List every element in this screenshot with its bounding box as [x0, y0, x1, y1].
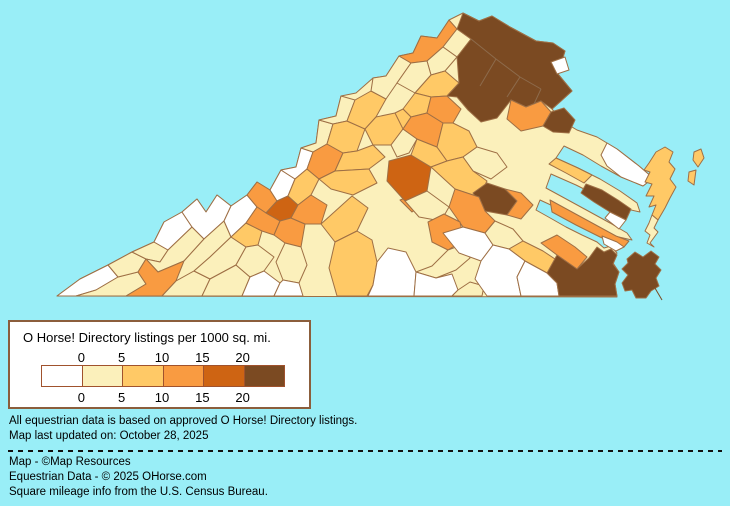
legend-tick-label: 5 — [118, 390, 126, 405]
note-last-updated: Map last updated on: October 28, 2025 — [9, 430, 209, 442]
legend-title: O Horse! Directory listings per 1000 sq.… — [23, 330, 271, 345]
county-nova-cluster — [446, 12, 573, 123]
county-henry-south — [273, 279, 304, 297]
coastline-detail — [651, 282, 663, 301]
county-page — [396, 60, 432, 94]
legend-box: O Horse! Directory listings per 1000 sq.… — [8, 320, 311, 409]
legend-tick-label: 10 — [154, 390, 170, 405]
legend-tick-label: 20 — [235, 350, 250, 365]
county-brunswick — [451, 281, 485, 297]
legend-swatch-2 — [122, 366, 163, 386]
credit-map: Map - ©Map Resources — [9, 456, 131, 468]
credit-square-mileage: Square mileage info from the U.S. Census… — [9, 486, 268, 498]
county-bedford — [290, 194, 328, 225]
credit-equestrian-data: Equestrian Data - © 2025 OHorse.com — [9, 471, 207, 483]
county-barrier-island-1 — [692, 148, 705, 168]
county-gloucester-shore — [604, 211, 627, 230]
county-newport-news — [549, 199, 630, 248]
legend-tick-label: 0 — [77, 350, 85, 365]
legend-swatch-4 — [203, 366, 244, 386]
legend-tick-label: 5 — [118, 350, 126, 365]
county-hampton — [601, 235, 625, 252]
county-barrier-island-2 — [687, 169, 697, 186]
legend-tick-label: 20 — [235, 390, 250, 405]
county-king-george — [542, 107, 576, 134]
legend-swatch-1 — [81, 366, 122, 386]
legend-color-ramp — [41, 365, 285, 387]
legend-tick-label: 15 — [195, 350, 210, 365]
county-henrico — [504, 188, 534, 220]
county-pulaski — [230, 222, 263, 248]
county-virginia-beach — [621, 250, 662, 299]
county-northampton — [644, 214, 659, 248]
county-patrick — [241, 270, 281, 297]
legend-tick-label: 0 — [77, 390, 85, 405]
county-accomack — [643, 146, 677, 221]
county-norfolk-chesapeake — [546, 246, 620, 297]
legend-tick-label: 15 — [195, 390, 210, 405]
county-essex — [548, 157, 593, 184]
county-inner-border — [533, 88, 542, 105]
legend-swatch-0 — [42, 366, 82, 386]
county-inner-border — [479, 58, 497, 87]
legend-swatch-5 — [243, 366, 284, 386]
county-arlington — [550, 56, 570, 75]
county-fluvanna — [390, 128, 418, 158]
county-campbell — [320, 195, 369, 243]
county-northern-neck-tip — [600, 142, 654, 187]
dashed-divider — [8, 450, 722, 452]
legend-swatch-3 — [162, 366, 203, 386]
county-inner-border — [470, 38, 542, 90]
legend-tick-label: 10 — [154, 350, 170, 365]
county-inner-border — [506, 76, 521, 98]
note-data-source: All equestrian data is based on approved… — [9, 415, 358, 427]
county-amherst — [318, 168, 378, 196]
